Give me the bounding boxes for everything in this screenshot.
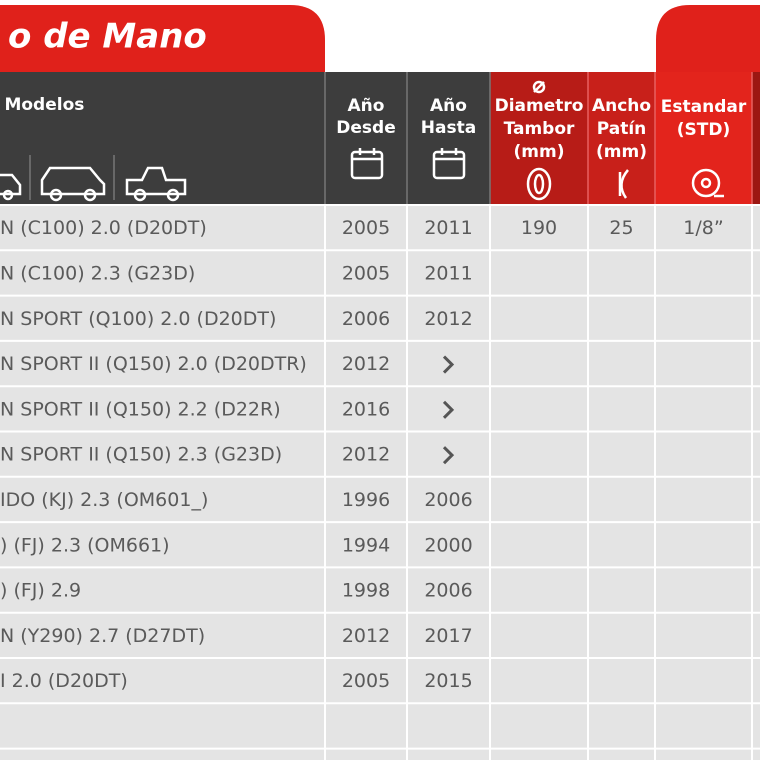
column-header: (STD) bbox=[677, 120, 731, 140]
cell-value: 190 bbox=[521, 217, 557, 239]
model-name: N SPORT II (Q150) 2.0 (D20DTR) bbox=[0, 353, 307, 375]
model-name: ) (FJ) 2.3 (OM661) bbox=[0, 534, 170, 556]
model-name: N SPORT (Q100) 2.0 (D20DT) bbox=[0, 308, 276, 330]
cell-value: 2006 bbox=[424, 489, 472, 511]
ongoing-chevron bbox=[442, 446, 455, 465]
column-header: Año bbox=[430, 96, 467, 116]
model-name: N SPORT II (Q150) 2.2 (D22R) bbox=[0, 398, 281, 420]
column-header: caciones Modelos bbox=[0, 95, 84, 115]
ongoing-chevron bbox=[442, 400, 455, 419]
column-header: Diametro bbox=[495, 96, 584, 116]
vehicle-icons bbox=[0, 166, 187, 202]
column-header: Estandar bbox=[661, 97, 747, 117]
cell-value: 2016 bbox=[342, 398, 390, 420]
cell-value: 2005 bbox=[342, 262, 390, 284]
cell-value: 2006 bbox=[424, 580, 472, 602]
cell-value: 2000 bbox=[424, 534, 472, 556]
side-tab bbox=[656, 5, 760, 72]
cell-value: 2012 bbox=[342, 444, 390, 466]
model-name: IDO (KJ) 2.3 (OM601_) bbox=[0, 489, 208, 511]
model-name: N SPORT II (Q150) 2.3 (G23D) bbox=[0, 444, 282, 466]
column-header: (mm) bbox=[514, 142, 565, 162]
column-header: Tambor bbox=[504, 119, 575, 139]
cell-value: 2012 bbox=[342, 625, 390, 647]
model-name: N (Y290) 2.7 (D27DT) bbox=[0, 625, 205, 647]
column-header: Patín bbox=[597, 119, 647, 139]
calendar-icons bbox=[350, 148, 466, 180]
cell-value: 1996 bbox=[342, 489, 390, 511]
cell-value: 2012 bbox=[424, 308, 472, 330]
cell-value: 2011 bbox=[424, 217, 472, 239]
column-header: (mm) bbox=[596, 142, 647, 162]
cell-value: 2005 bbox=[342, 217, 390, 239]
header-dividers bbox=[29, 72, 753, 205]
model-name: N (C100) 2.3 (G23D) bbox=[0, 262, 195, 284]
header-bg bbox=[0, 72, 490, 205]
header-bg-red bbox=[490, 72, 588, 205]
model-name: ) (FJ) 2.9 bbox=[0, 580, 81, 602]
column-header: Año bbox=[348, 96, 385, 116]
cell-value: 2006 bbox=[342, 308, 390, 330]
cell-value: 1998 bbox=[342, 580, 390, 602]
cell-value: 1994 bbox=[342, 534, 390, 556]
cell-value: 2011 bbox=[424, 262, 472, 284]
model-name: N (C100) 2.0 (D20DT) bbox=[0, 217, 207, 239]
header-bg-red bbox=[655, 72, 752, 205]
column-header: Hasta bbox=[421, 118, 476, 138]
title: o de Mano bbox=[8, 17, 207, 57]
title-tab bbox=[0, 5, 325, 72]
cell-value: 1/8” bbox=[683, 217, 723, 239]
cell-value: 25 bbox=[609, 217, 633, 239]
header-bg-red bbox=[752, 72, 760, 205]
cell-value: 2015 bbox=[424, 670, 472, 692]
column-header: Ancho bbox=[592, 96, 651, 116]
part-icons bbox=[526, 80, 724, 201]
model-name: I 2.0 (D20DT) bbox=[0, 670, 128, 692]
cell-value: 2017 bbox=[424, 625, 472, 647]
ongoing-chevron bbox=[442, 355, 455, 374]
cell-value: 2012 bbox=[342, 353, 390, 375]
column-header: Desde bbox=[336, 118, 395, 138]
cell-value: 2005 bbox=[342, 670, 390, 692]
table-body-bg bbox=[0, 205, 760, 760]
